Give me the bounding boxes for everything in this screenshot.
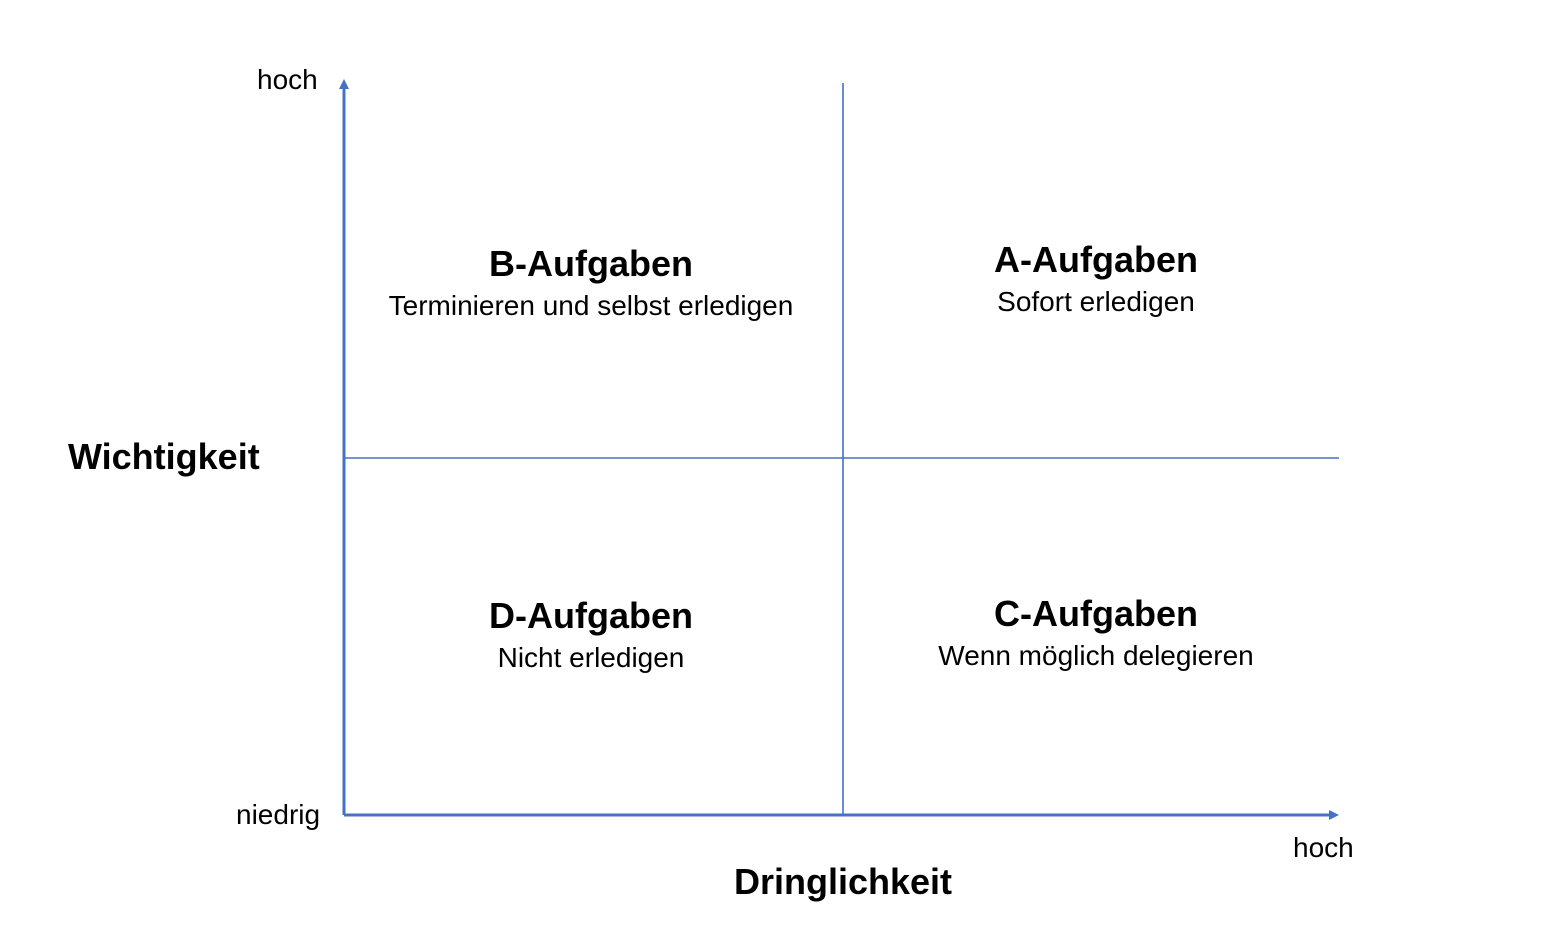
quadrant-b-title: B-Aufgaben — [489, 243, 693, 284]
quadrant-d-title: D-Aufgaben — [489, 595, 693, 636]
quadrant-c-title: C-Aufgaben — [994, 593, 1198, 634]
quadrant-b-subtitle: Terminieren und selbst erledigen — [388, 290, 794, 321]
y-axis-title: Wichtigkeit — [68, 436, 260, 477]
quadrant-a-title: A-Aufgaben — [994, 239, 1198, 280]
quadrant-bottom-left: D-Aufgaben Nicht erledigen — [351, 594, 831, 678]
quadrant-top-left: B-Aufgaben Terminieren und selbst erledi… — [351, 242, 831, 326]
quadrant-d-subtitle: Nicht erledigen — [497, 642, 685, 673]
quadrant-c-subtitle: Wenn möglich delegieren — [938, 640, 1254, 671]
y-axis-high-label: hoch — [257, 64, 318, 95]
x-axis-high-label: hoch — [1293, 832, 1354, 863]
quadrant-top-right: A-Aufgaben Sofort erledigen — [856, 238, 1336, 322]
quadrant-a-subtitle: Sofort erledigen — [997, 286, 1195, 317]
y-axis-low-label: niedrig — [236, 799, 321, 830]
quadrant-bottom-right: C-Aufgaben Wenn möglich delegieren — [856, 592, 1336, 676]
x-axis-title: Dringlichkeit — [734, 861, 953, 902]
